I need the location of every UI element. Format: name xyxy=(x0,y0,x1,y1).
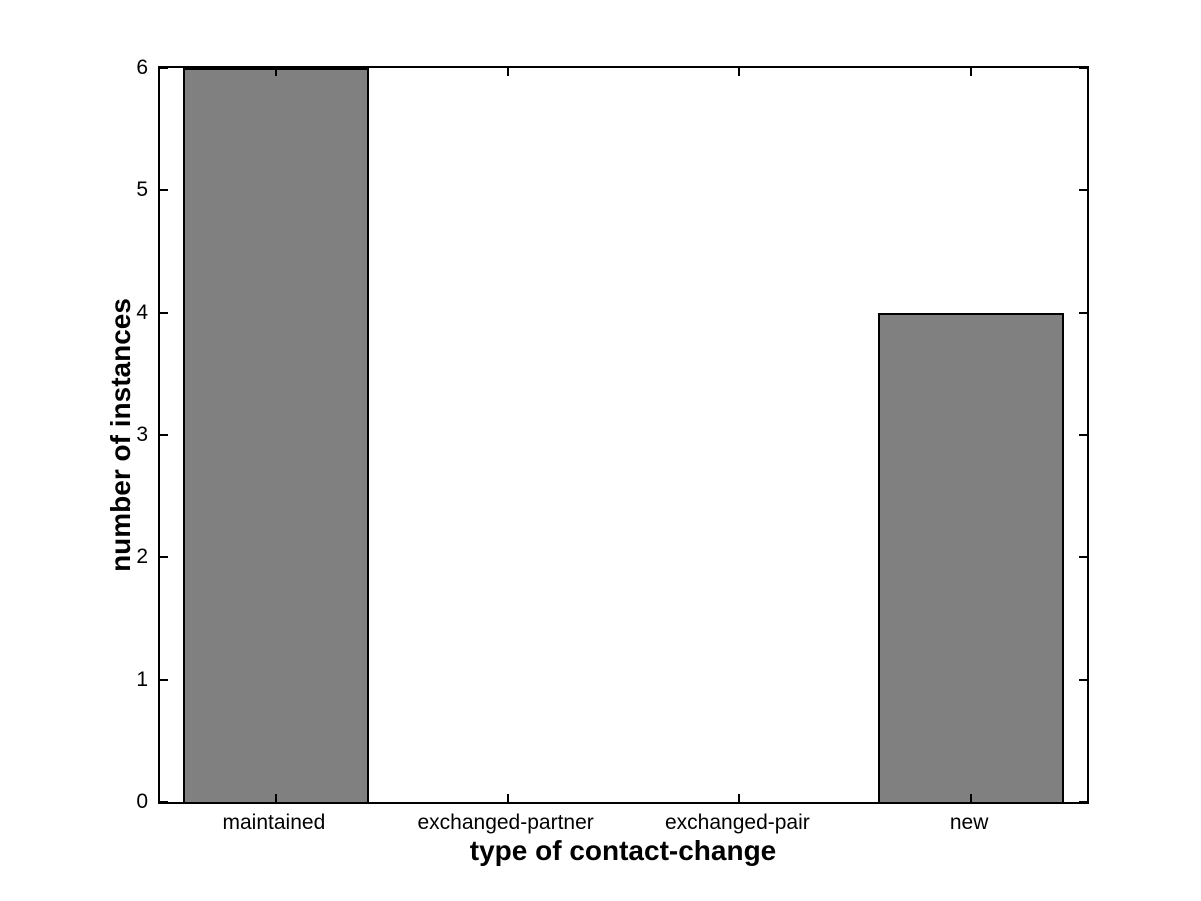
y-tick-mark xyxy=(160,312,168,314)
y-tick-mark xyxy=(160,67,168,69)
y-axis-label: number of instances xyxy=(105,298,136,572)
y-tick-label: 4 xyxy=(136,301,148,324)
y-tick-label: 2 xyxy=(136,545,148,568)
x-tick-mark xyxy=(970,794,972,802)
y-tick-mark xyxy=(160,801,168,803)
y-tick-mark xyxy=(160,189,168,191)
y-tick-mark xyxy=(1079,189,1087,191)
y-tick-mark xyxy=(1079,434,1087,436)
y-axis-tick-labels: 0 1 2 3 4 5 6 xyxy=(0,56,148,813)
x-axis-tick-labels: maintained exchanged-partner exchanged-pai… xyxy=(158,806,1089,840)
y-tick-mark xyxy=(160,556,168,558)
x-tick-mark xyxy=(970,68,972,76)
x-tick-mark xyxy=(507,68,509,76)
y-tick-mark xyxy=(1079,556,1087,558)
y-tick-mark xyxy=(160,679,168,681)
x-tick-mark xyxy=(275,794,277,802)
x-axis-label: type of contact-change xyxy=(469,835,777,866)
y-tick-mark xyxy=(160,434,168,436)
y-tick-label: 1 xyxy=(136,668,148,691)
x-tick-mark xyxy=(738,794,740,802)
x-tick-label-exchanged-pair: exchanged-pair xyxy=(664,811,810,834)
y-tick-mark xyxy=(1079,67,1087,69)
y-tick-label: 3 xyxy=(136,423,148,446)
y-tick-label: 0 xyxy=(136,790,148,813)
x-tick-label-exchanged-partner: exchanged-partner xyxy=(417,811,594,834)
bar-new xyxy=(878,312,1064,802)
y-tick-label: 6 xyxy=(136,56,148,79)
x-tick-mark xyxy=(275,68,277,76)
plot-area xyxy=(158,66,1089,804)
x-tick-label-maintained: maintained xyxy=(222,811,326,834)
x-tick-mark xyxy=(507,794,509,802)
bar-maintained xyxy=(183,68,369,802)
x-tick-label-new: new xyxy=(949,811,989,834)
y-tick-mark xyxy=(1079,312,1087,314)
y-tick-label: 5 xyxy=(136,178,148,201)
y-tick-mark xyxy=(1079,679,1087,681)
x-tick-mark xyxy=(738,68,740,76)
y-tick-mark xyxy=(1079,801,1087,803)
